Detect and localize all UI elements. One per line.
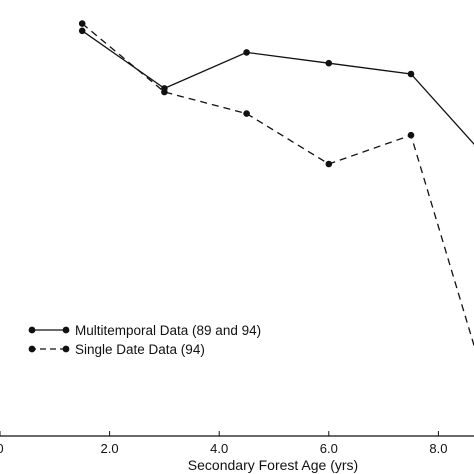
legend-dashed-marker-left [28, 345, 36, 353]
x-tick-label-1: 2.0 [101, 441, 119, 456]
x-tick-label-4: 8.0 [429, 441, 447, 456]
x-tick-label-2: 4.0 [210, 441, 228, 456]
series-1-point-4 [407, 131, 415, 139]
series-1-point-0 [78, 20, 86, 27]
series-1-point-3 [325, 160, 333, 168]
legend-label-single-date: Single Date Data (94) [75, 342, 205, 357]
series-layer [78, 20, 474, 348]
series-0-point-0 [78, 27, 86, 35]
series-0 [78, 27, 474, 146]
legend: Multitemporal Data (89 and 94) Single Da… [28, 323, 261, 357]
x-ticks: 0 2.0 4.0 6.0 8.0 [0, 431, 447, 456]
series-0-point-2 [243, 49, 250, 56]
series-0-point-3 [325, 59, 333, 67]
x-axis-title: Secondary Forest Age (yrs) [188, 457, 358, 473]
legend-solid-marker-left [28, 326, 36, 334]
series-1 [78, 20, 474, 348]
legend-label-multitemporal: Multitemporal Data (89 and 94) [75, 323, 261, 338]
x-tick-label-0: 0 [0, 441, 4, 456]
legend-solid-marker-right [62, 326, 70, 334]
x-tick-label-3: 6.0 [320, 441, 338, 456]
series-0-point-4 [407, 70, 415, 78]
legend-dashed-marker-right [62, 345, 70, 353]
series-1-point-2 [243, 110, 250, 117]
series-line-1 [81, 23, 474, 348]
series-line-0 [81, 30, 474, 146]
series-1-point-1 [161, 88, 168, 96]
